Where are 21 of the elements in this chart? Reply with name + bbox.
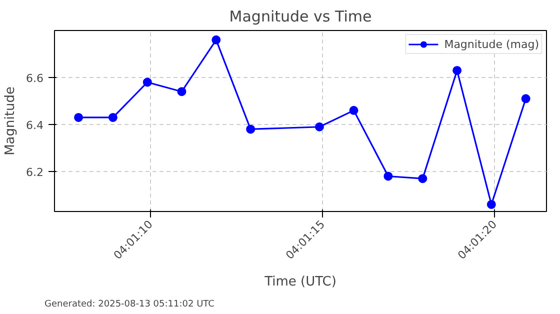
point — [74, 112, 84, 122]
point — [314, 122, 324, 132]
point — [349, 106, 358, 115]
point — [486, 200, 496, 209]
chart-title: Magnitude vs Time — [229, 8, 372, 26]
text: Generated: 2025-08-13 05:11:02 UTC — [44, 300, 214, 310]
y-tick-label: 6.2 — [26, 166, 44, 180]
y-tick-label: 6.6 — [26, 72, 44, 86]
point — [177, 87, 186, 96]
point — [452, 66, 462, 75]
point — [142, 78, 152, 87]
point — [212, 35, 221, 44]
point — [418, 174, 428, 184]
y-tick-label: 6.4 — [26, 119, 44, 132]
x-axis-title: Time (UTC) — [264, 274, 336, 290]
legend-label: Magnitude (mag) — [444, 37, 539, 51]
y-axis-title: Magnitude — [3, 86, 18, 156]
point — [384, 172, 393, 181]
point — [246, 124, 256, 134]
point — [108, 112, 118, 122]
point — [521, 94, 530, 104]
